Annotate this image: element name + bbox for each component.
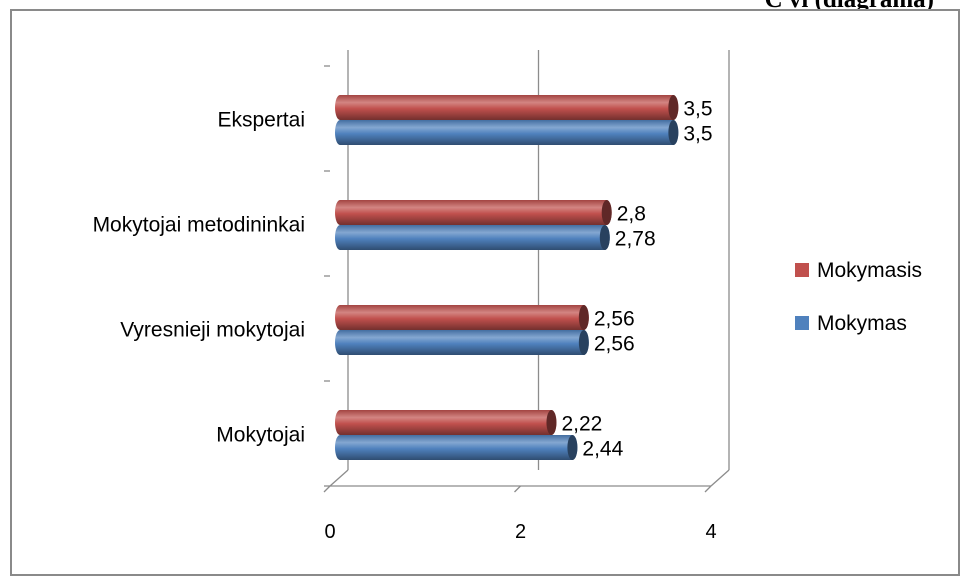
bar-mokymas	[335, 120, 679, 145]
chart-frame	[10, 9, 960, 576]
legend-label: Mokymas	[817, 312, 907, 335]
category-label: Mokytojai metodininkai	[93, 214, 305, 237]
bar-cap	[578, 305, 589, 330]
bar-mokymasis	[335, 200, 612, 225]
data-label: 2,22	[561, 413, 602, 436]
data-label: 3,5	[683, 123, 712, 146]
category-label: Vyresnieji mokytojai	[120, 319, 305, 342]
x-tick-0	[323, 485, 331, 493]
legend-swatch	[795, 263, 809, 277]
data-label: 2,56	[594, 333, 635, 356]
bar-mokymasis	[335, 95, 679, 120]
x-tick-label: 4	[705, 521, 716, 543]
data-label: 2,78	[615, 228, 656, 251]
bar-mokymas	[335, 330, 589, 355]
floor-edge-right	[710, 469, 730, 487]
bar-mokymas	[335, 435, 578, 460]
category-label: Ekspertai	[217, 109, 305, 132]
x-tick-1	[514, 485, 521, 493]
bar-cap	[546, 410, 557, 435]
legend-label: Mokymasis	[817, 259, 922, 282]
bar-mokymasis	[335, 410, 557, 435]
legend-swatch	[795, 316, 809, 330]
floor-edge-left	[329, 469, 349, 487]
category-label: Mokytojai	[216, 424, 305, 447]
x-tick-2	[704, 485, 712, 493]
x-tick-label: 0	[324, 521, 335, 543]
bar-mokymas	[335, 225, 610, 250]
bar-cap	[601, 200, 612, 225]
bar-cap	[599, 225, 610, 250]
data-label: 2,56	[594, 308, 635, 331]
data-label: 2,8	[617, 203, 646, 226]
bar-cap	[578, 330, 589, 355]
x-tick-label: 2	[515, 521, 526, 543]
data-label: 2,44	[582, 438, 623, 461]
bar-cap	[668, 120, 679, 145]
bar-mokymasis	[335, 305, 589, 330]
bar-cap	[567, 435, 578, 460]
data-label: 3,5	[683, 98, 712, 121]
bar-cap	[668, 95, 679, 120]
